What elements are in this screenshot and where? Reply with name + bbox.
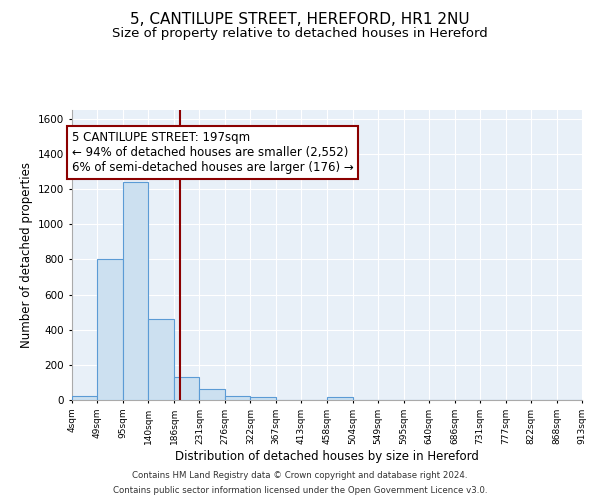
- Bar: [148, 319, 174, 400]
- Bar: [97, 258, 123, 400]
- Text: Contains public sector information licensed under the Open Government Licence v3: Contains public sector information licen…: [113, 486, 487, 495]
- Text: Contains HM Land Registry data © Crown copyright and database right 2024.: Contains HM Land Registry data © Crown c…: [132, 471, 468, 480]
- Text: Size of property relative to detached houses in Hereford: Size of property relative to detached ho…: [112, 28, 488, 40]
- X-axis label: Distribution of detached houses by size in Hereford: Distribution of detached houses by size …: [175, 450, 479, 462]
- Bar: [224, 396, 250, 400]
- Text: 5, CANTILUPE STREET, HEREFORD, HR1 2NU: 5, CANTILUPE STREET, HEREFORD, HR1 2NU: [130, 12, 470, 28]
- Text: 5 CANTILUPE STREET: 197sqm
← 94% of detached houses are smaller (2,552)
6% of se: 5 CANTILUPE STREET: 197sqm ← 94% of deta…: [72, 131, 354, 174]
- Bar: [327, 398, 353, 400]
- Bar: [174, 377, 199, 400]
- Y-axis label: Number of detached properties: Number of detached properties: [20, 162, 32, 348]
- Bar: [199, 388, 224, 400]
- Bar: [123, 182, 148, 400]
- Bar: [250, 398, 275, 400]
- Bar: [72, 396, 97, 400]
